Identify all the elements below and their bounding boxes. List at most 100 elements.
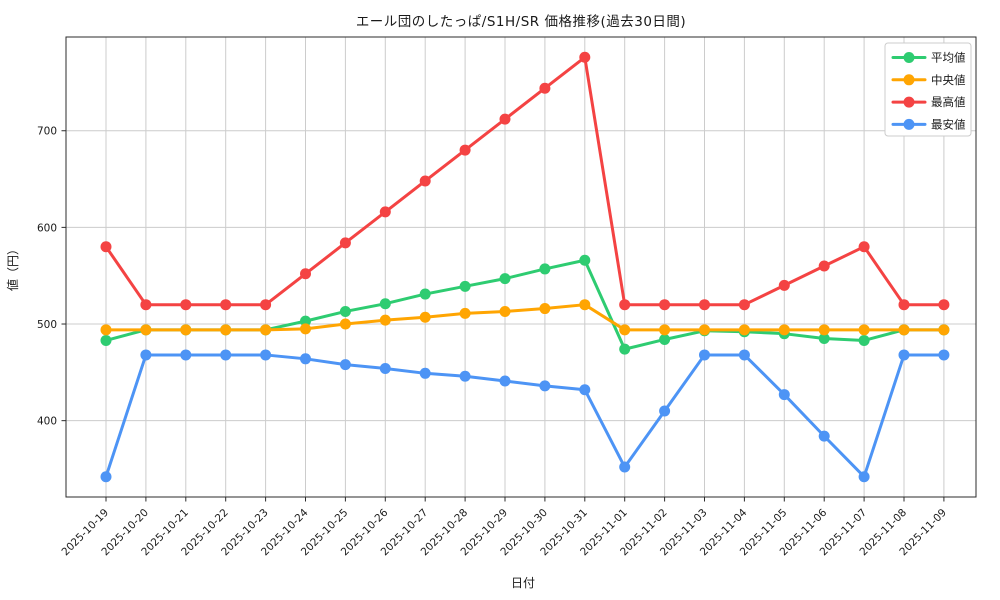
data-point-median [738, 324, 750, 336]
data-point-highest [339, 237, 351, 249]
data-point-median [619, 324, 631, 336]
data-point-average [619, 343, 631, 355]
data-point-average [300, 315, 311, 327]
data-point-highest [140, 299, 152, 311]
data-point-average [379, 298, 391, 310]
data-point-average [818, 333, 830, 345]
data-point-lowest [579, 384, 591, 396]
y-axis-label: 値（円） [5, 243, 20, 291]
legend-item-lowest: 最安値 [891, 117, 966, 131]
data-point-median [260, 324, 272, 336]
data-point-highest [619, 299, 631, 311]
data-point-lowest [419, 367, 431, 379]
data-point-highest [459, 144, 471, 156]
series-line-lowest [104, 353, 946, 479]
y-tick-label: 500 [37, 319, 57, 331]
data-point-median [898, 324, 910, 336]
data-point-average [499, 273, 511, 285]
data-point-median [858, 324, 870, 336]
data-point-highest [379, 206, 391, 218]
data-point-average [659, 333, 671, 345]
data-point-lowest [938, 349, 950, 361]
legend-marker-average [903, 52, 915, 63]
data-point-lowest [100, 471, 112, 483]
series-layer [100, 51, 950, 483]
data-point-median [339, 318, 351, 330]
data-point-highest [419, 175, 431, 187]
legend-marker-median [903, 74, 915, 86]
data-point-median [539, 303, 551, 315]
legend-item-average: 平均値 [891, 51, 966, 65]
legend-label-lowest: 最安値 [931, 117, 966, 131]
data-point-highest [300, 268, 311, 280]
legend-label-average: 平均値 [931, 51, 966, 65]
data-point-average [419, 288, 431, 300]
data-point-median [659, 324, 671, 336]
data-point-median [579, 299, 591, 311]
data-point-highest [938, 299, 950, 311]
data-point-lowest [898, 349, 910, 361]
data-point-lowest [180, 349, 192, 361]
data-point-lowest [379, 362, 391, 374]
data-point-median [419, 311, 431, 323]
data-point-average [579, 254, 591, 266]
legend-marker-highest [903, 96, 915, 108]
data-point-highest [858, 241, 870, 253]
data-point-average [539, 263, 551, 275]
legend-item-median: 中央値 [891, 73, 966, 87]
data-point-highest [100, 241, 112, 253]
data-point-highest [579, 51, 591, 63]
data-point-highest [778, 279, 790, 291]
series-median [100, 299, 950, 336]
data-point-lowest [260, 349, 272, 361]
data-point-median [140, 324, 152, 336]
data-point-lowest [300, 353, 311, 365]
data-point-highest [260, 299, 272, 311]
data-point-median [300, 323, 311, 335]
data-point-median [699, 324, 710, 336]
series-lowest [100, 349, 950, 483]
data-point-median [818, 324, 830, 336]
data-point-highest [180, 299, 192, 311]
x-axis-label: 日付 [511, 576, 535, 590]
data-point-lowest [339, 359, 351, 371]
data-point-median [100, 324, 112, 336]
data-point-lowest [738, 349, 750, 361]
data-point-average [339, 305, 351, 317]
data-point-average [100, 334, 112, 346]
data-point-highest [699, 299, 710, 311]
data-point-median [778, 324, 790, 336]
data-point-median [379, 314, 391, 326]
data-point-lowest [459, 370, 471, 382]
data-point-highest [659, 299, 671, 311]
grid-layer [66, 37, 976, 497]
data-point-median [938, 324, 950, 336]
data-point-median [499, 305, 511, 317]
tick-layer: 2025-10-192025-10-202025-10-212025-10-22… [37, 126, 949, 559]
legend-label-median: 中央値 [931, 73, 966, 87]
data-point-lowest [539, 380, 551, 392]
data-point-highest [818, 260, 830, 272]
data-point-highest [898, 299, 910, 311]
data-point-highest [539, 82, 551, 94]
plot-border [65, 36, 977, 498]
data-point-lowest [778, 389, 790, 401]
y-tick-label: 600 [37, 222, 57, 234]
legend-box [884, 42, 972, 137]
y-tick-label: 400 [37, 416, 57, 428]
data-point-highest [738, 299, 750, 311]
data-point-median [180, 324, 192, 336]
y-tick-label: 700 [37, 126, 57, 138]
data-point-lowest [220, 349, 232, 361]
data-point-lowest [699, 349, 710, 361]
data-point-median [459, 307, 471, 319]
data-point-average [858, 334, 870, 346]
data-point-lowest [619, 461, 631, 473]
data-point-highest [499, 113, 511, 125]
data-point-lowest [499, 375, 511, 387]
series-line-highest [104, 55, 946, 307]
legend-item-highest: 最高値 [891, 95, 966, 109]
data-point-average [459, 280, 471, 292]
